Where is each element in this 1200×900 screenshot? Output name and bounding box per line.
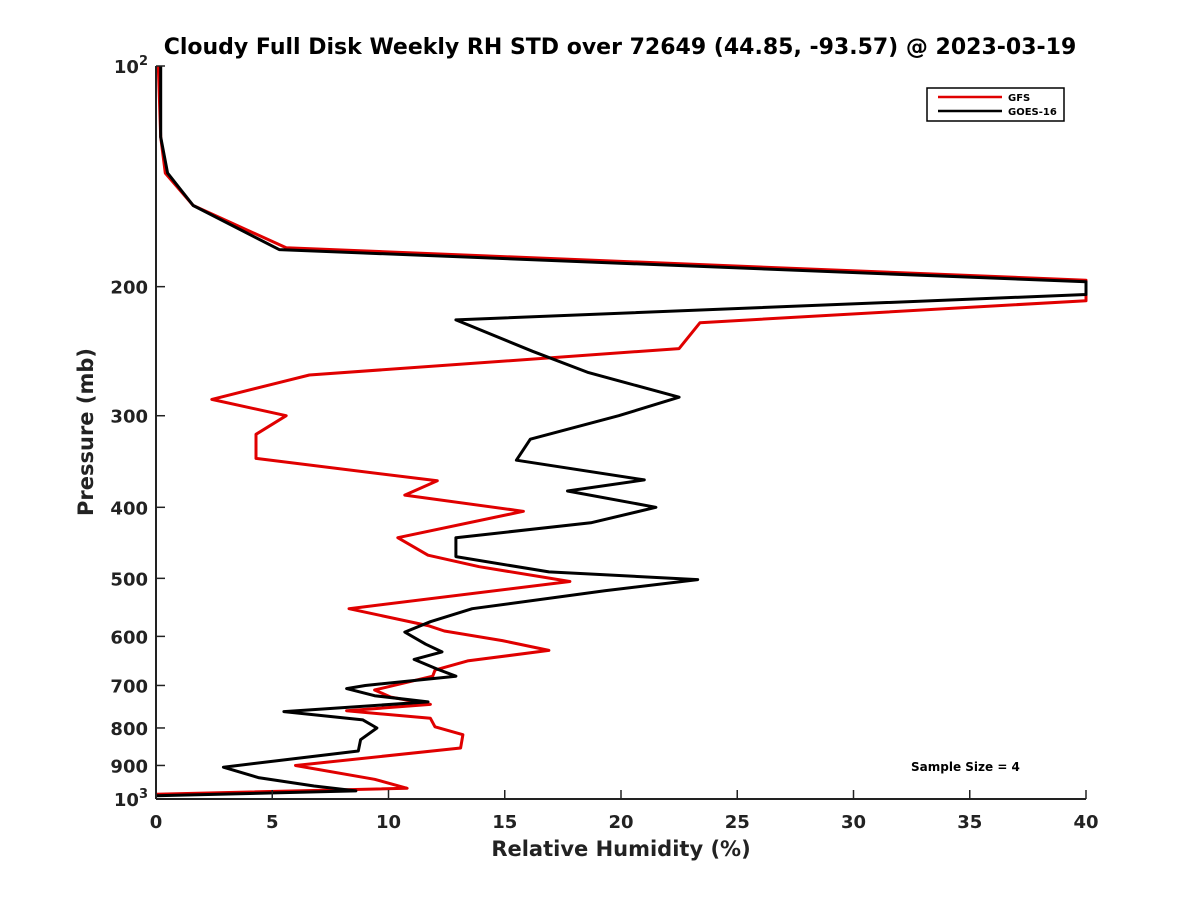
y-tick-label: 500	[110, 569, 148, 590]
y-tick-label: 200	[110, 278, 148, 299]
x-tick-label: 30	[841, 812, 866, 833]
legend-label-goes16: GOES-16	[1008, 107, 1057, 118]
y-tick-label: 800	[110, 719, 148, 740]
x-tick-label: 40	[1073, 812, 1098, 833]
x-ticks: 0 5 10 15 20 25 30 35 40	[150, 790, 1099, 833]
y-tick-label: 900	[110, 756, 148, 777]
x-tick-label: 10	[376, 812, 401, 833]
y-tick-label: 300	[110, 407, 148, 428]
x-tick-label: 0	[150, 812, 163, 833]
y-tick-label: 700	[110, 676, 148, 697]
x-tick-label: 5	[266, 812, 279, 833]
legend-label-gfs: GFS	[1008, 93, 1030, 104]
y-tick-label: 400	[110, 498, 148, 519]
x-axis-label: Relative Humidity (%)	[491, 837, 750, 861]
x-tick-label: 20	[608, 812, 633, 833]
series-line-goes16	[155, 66, 1088, 798]
legend-box	[926, 87, 1065, 122]
x-tick-label: 35	[957, 812, 982, 833]
y-axis-label: Pressure (mb)	[74, 348, 98, 516]
legend: GFS GOES-16	[926, 87, 1065, 122]
series-layer	[155, 65, 1088, 798]
series-line-gfs	[155, 65, 1088, 796]
y-tick-label: 600	[110, 627, 148, 648]
plot-area	[156, 66, 1086, 799]
sample-size-annotation: Sample Size = 4	[911, 760, 1020, 774]
x-tick-label: 15	[492, 812, 517, 833]
x-tick-label: 25	[725, 812, 750, 833]
chart-title: Cloudy Full Disk Weekly RH STD over 7264…	[164, 35, 1077, 60]
